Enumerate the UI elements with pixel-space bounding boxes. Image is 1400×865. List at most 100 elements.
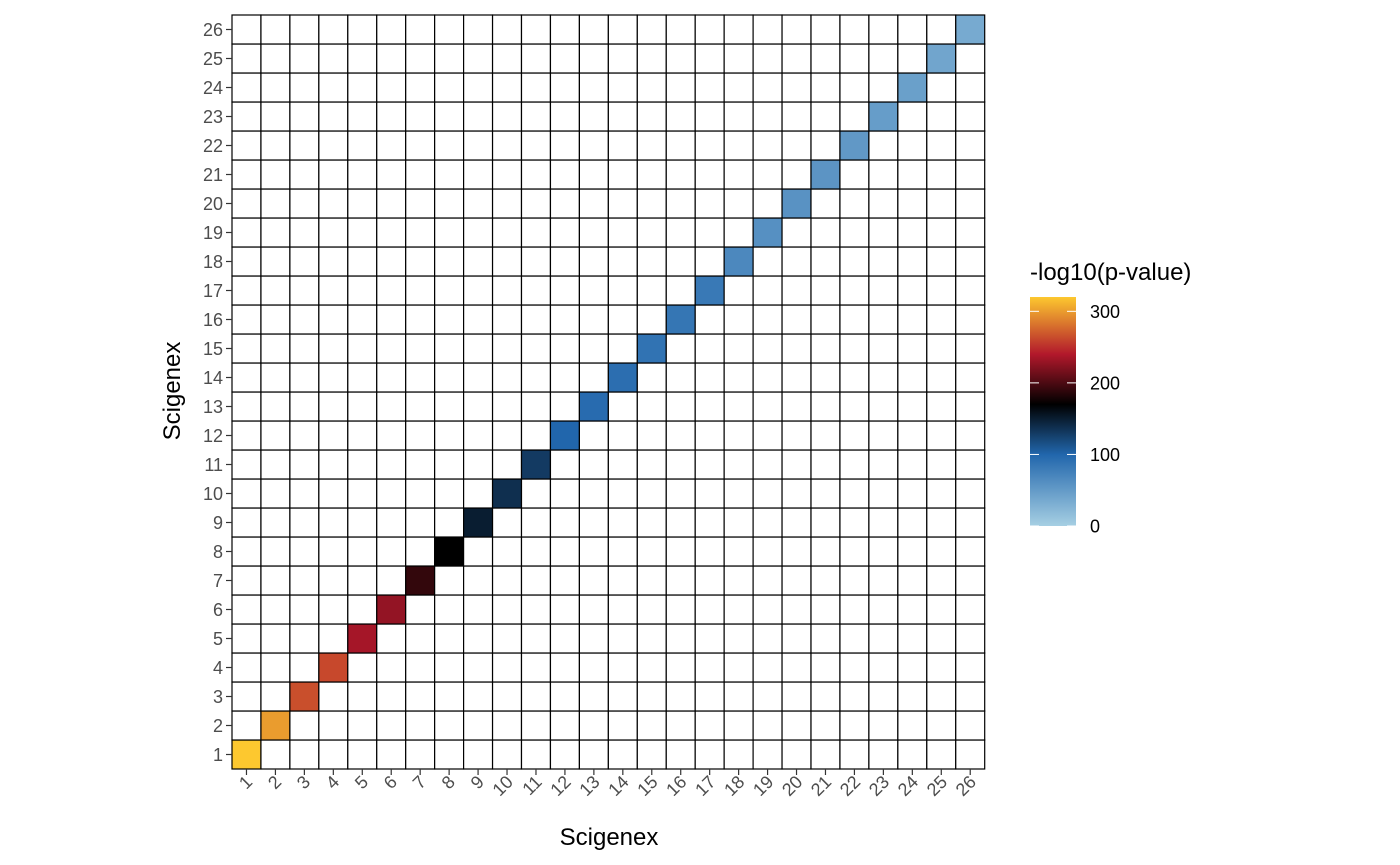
heatmap-cell-empty	[434, 43, 465, 74]
heatmap-cell-empty	[839, 739, 870, 770]
heatmap-cell-empty	[376, 304, 407, 335]
heatmap-cell-empty	[636, 72, 667, 103]
heatmap-cell-empty	[723, 159, 754, 190]
heatmap-cell-empty	[318, 246, 349, 277]
heatmap-cell-23-23	[868, 101, 899, 132]
heatmap-cell-empty	[347, 246, 378, 277]
heatmap-cell-empty	[520, 652, 552, 683]
heatmap-cell-empty	[781, 478, 812, 509]
heatmap-cell-empty	[926, 304, 957, 335]
heatmap-cell-empty	[520, 217, 552, 248]
heatmap-cell-empty	[752, 14, 783, 45]
heatmap-cell-empty	[665, 72, 696, 103]
heatmap-cell-empty	[347, 159, 378, 190]
heatmap-cell-empty	[723, 275, 754, 306]
heatmap-cell-empty	[694, 420, 725, 451]
heatmap-cell-empty	[347, 130, 378, 161]
heatmap-cell-empty	[868, 681, 899, 712]
heatmap-cell-empty	[405, 623, 436, 654]
heatmap-cell-empty	[231, 14, 262, 45]
heatmap-cell-empty	[260, 420, 291, 451]
heatmap-cell-empty	[405, 420, 436, 451]
heatmap-cell-empty	[694, 478, 725, 509]
heatmap-cell-empty	[868, 478, 899, 509]
heatmap-cell-empty	[897, 159, 928, 190]
heatmap-cell-empty	[955, 304, 986, 335]
heatmap-cell-empty	[491, 188, 523, 219]
heatmap-cell-empty	[434, 14, 465, 45]
heatmap-cell-empty	[723, 391, 754, 422]
heatmap-cell-empty	[636, 188, 667, 219]
heatmap-cell-empty	[347, 681, 378, 712]
heatmap-cell-empty	[694, 623, 725, 654]
heatmap-cell-empty	[289, 72, 320, 103]
heatmap-cell-empty	[231, 275, 262, 306]
heatmap-cell-empty	[347, 101, 378, 132]
heatmap-cell-empty	[549, 710, 581, 741]
heatmap-cell-empty	[376, 159, 407, 190]
heatmap-cell-empty	[347, 217, 378, 248]
heatmap-cell-empty	[665, 333, 696, 364]
heatmap-cell-empty	[578, 217, 609, 248]
heatmap-cell-empty	[318, 275, 349, 306]
heatmap-cell-empty	[405, 449, 436, 480]
heatmap-cell-empty	[665, 101, 696, 132]
heatmap-cell-empty	[926, 449, 957, 480]
heatmap-cell-empty	[318, 594, 349, 625]
heatmap-cell-empty	[897, 536, 928, 567]
heatmap-cell-empty	[463, 449, 494, 480]
heatmap-cell-25-25	[926, 43, 957, 74]
heatmap-cell-empty	[231, 449, 262, 480]
heatmap-cell-empty	[549, 304, 581, 335]
heatmap-cell-empty	[463, 217, 494, 248]
heatmap-cell-empty	[752, 420, 783, 451]
heatmap-cell-empty	[318, 420, 349, 451]
heatmap-cell-empty	[578, 159, 609, 190]
heatmap-cell-empty	[405, 710, 436, 741]
heatmap-cell-empty	[607, 536, 638, 567]
heatmap-cell-empty	[318, 478, 349, 509]
heatmap-cell-20-20	[781, 188, 812, 219]
heatmap-cell-empty	[405, 72, 436, 103]
x-tick-label-8: 8	[438, 772, 459, 793]
heatmap-cell-empty	[231, 362, 262, 393]
heatmap-cell-empty	[723, 507, 754, 538]
heatmap-cell-empty	[491, 565, 523, 596]
heatmap-cell-empty	[752, 391, 783, 422]
heatmap-cell-empty	[636, 507, 667, 538]
heatmap-cell-empty	[926, 275, 957, 306]
heatmap-cell-empty	[520, 130, 552, 161]
heatmap-cell-empty	[955, 681, 986, 712]
heatmap-cell-empty	[926, 72, 957, 103]
heatmap-cell-empty	[260, 333, 291, 364]
heatmap-cell-empty	[955, 565, 986, 596]
heatmap-cell-empty	[578, 275, 609, 306]
heatmap-cell-empty	[463, 14, 494, 45]
heatmap-cell-empty	[897, 420, 928, 451]
heatmap-cell-empty	[694, 391, 725, 422]
heatmap-cell-empty	[405, 159, 436, 190]
heatmap-cell-empty	[752, 130, 783, 161]
heatmap-cell-empty	[491, 536, 523, 567]
heatmap-cell-empty	[289, 449, 320, 480]
heatmap-cell-empty	[955, 478, 986, 509]
heatmap-cell-empty	[781, 536, 812, 567]
heatmap-cell-empty	[665, 130, 696, 161]
heatmap-cell-empty	[810, 304, 841, 335]
heatmap-cell-empty	[376, 652, 407, 683]
heatmap-cell-empty	[376, 507, 407, 538]
heatmap-cell-empty	[694, 159, 725, 190]
heatmap-cell-empty	[607, 14, 638, 45]
heatmap-cell-empty	[549, 159, 581, 190]
heatmap-cell-empty	[376, 565, 407, 596]
heatmap-cell-empty	[810, 478, 841, 509]
heatmap-cell-empty	[347, 362, 378, 393]
heatmap-cell-empty	[347, 507, 378, 538]
heatmap-cell-empty	[434, 420, 465, 451]
heatmap-cell-empty	[607, 507, 638, 538]
heatmap-cell-empty	[665, 217, 696, 248]
heatmap-cell-empty	[520, 304, 552, 335]
heatmap-cell-empty	[491, 101, 523, 132]
heatmap-cell-empty	[347, 739, 378, 770]
heatmap-cell-empty	[376, 14, 407, 45]
